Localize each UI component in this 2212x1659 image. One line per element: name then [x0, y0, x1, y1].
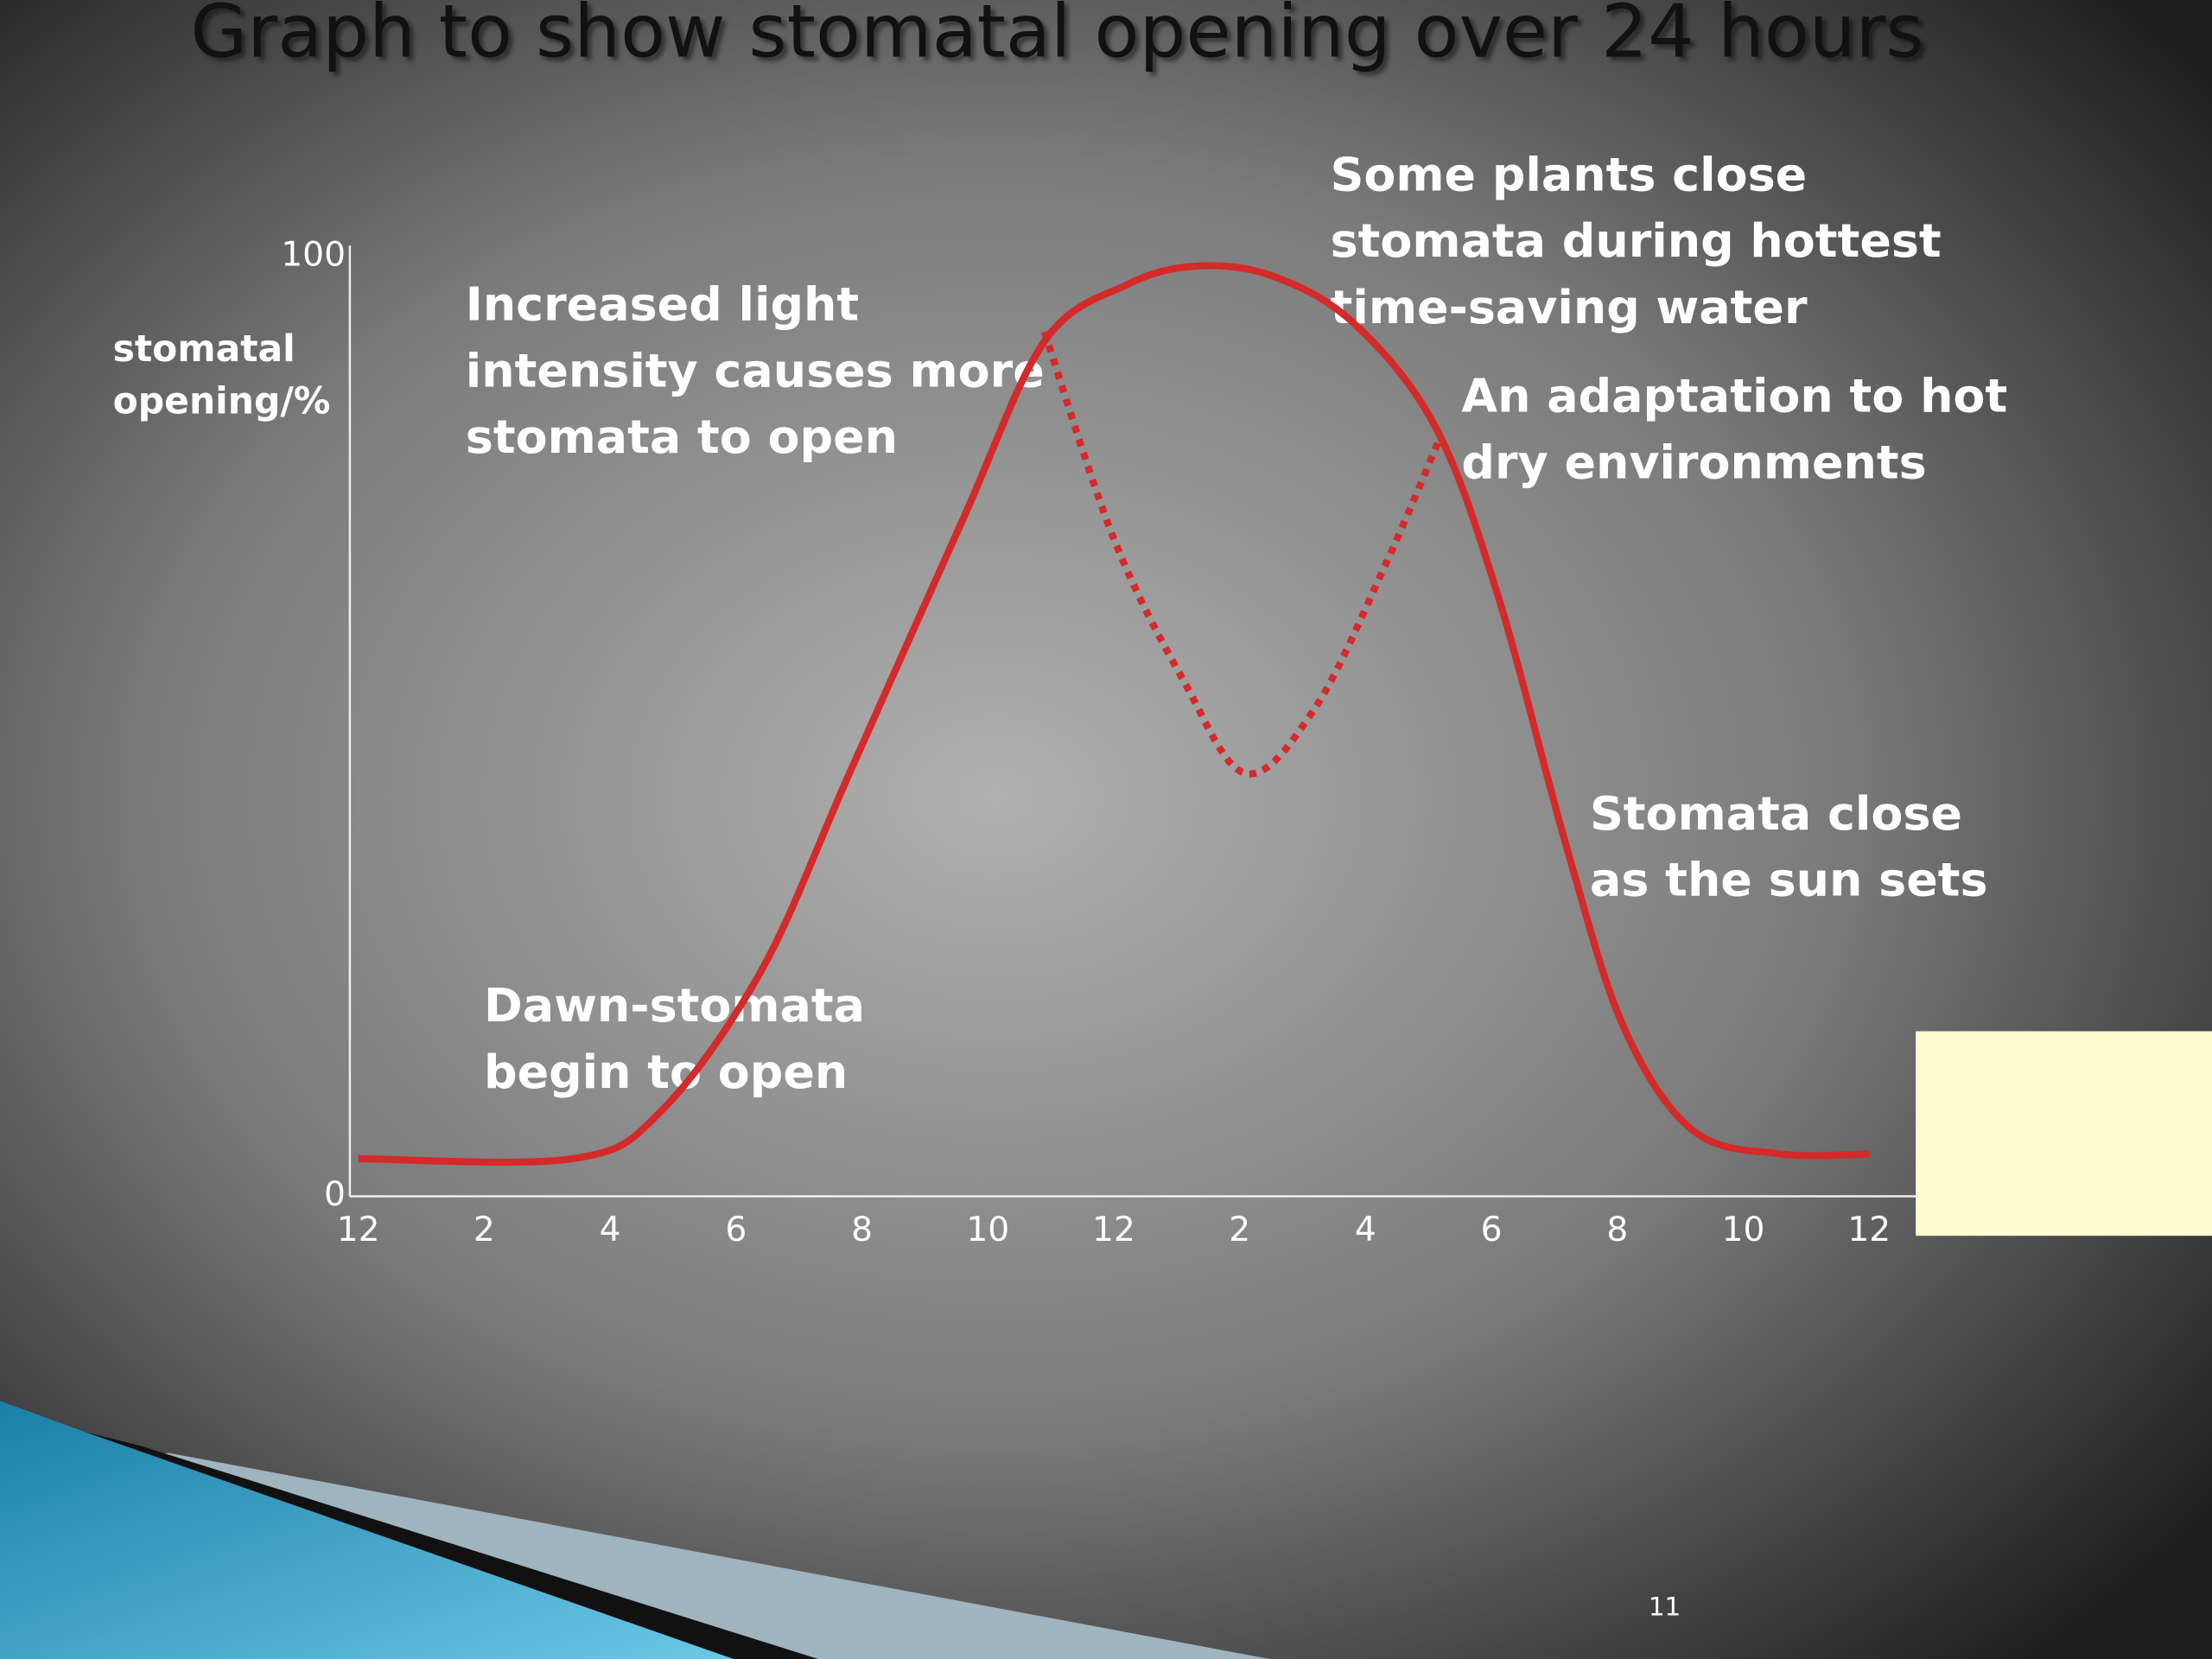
x-tick-label: 6 — [1481, 1211, 1503, 1249]
x-tick-label: 4 — [600, 1211, 621, 1249]
annotation: Some plants close stomata during hottest… — [1330, 146, 1942, 334]
annotation-box: Some plants close stomata during hottest… — [1330, 146, 1942, 334]
annotation: Increased light intensity causes more st… — [465, 276, 1045, 465]
chart-title: Graph to show stomatal opening over 24 h… — [190, 0, 1924, 75]
y-tick-label: 0 — [324, 1175, 346, 1214]
annotation-box: Dawn-stomata begin to open — [484, 977, 866, 1099]
x-tick-label: 10 — [1722, 1211, 1765, 1249]
x-tick-label: 8 — [851, 1211, 873, 1249]
y-axis-label: stomatal opening/% — [112, 328, 331, 423]
page-number: 11 — [1649, 1592, 1681, 1622]
data-line — [1040, 330, 1445, 778]
x-tick-label: 2 — [474, 1211, 495, 1249]
x-tick-label: 12 — [1847, 1211, 1891, 1249]
x-tick-label: 10 — [966, 1211, 1009, 1249]
x-tick-label: 4 — [1355, 1211, 1376, 1249]
x-tick-label: 6 — [725, 1211, 747, 1249]
x-tick-label: 2 — [1229, 1211, 1250, 1249]
y-label-box: stomatal opening/% — [112, 328, 331, 423]
x-tick-label: 12 — [1092, 1211, 1135, 1249]
data-line — [358, 262, 1870, 1166]
note-box — [1916, 1031, 2212, 1236]
annotation-box: Stomata close as the sun sets — [1590, 785, 1988, 907]
title-box: Graph to show stomatal opening over 24 h… — [190, 0, 1924, 75]
x-tick-label: 8 — [1606, 1211, 1628, 1249]
annotation: An adaptation to hot dry environments — [1461, 368, 2008, 490]
annotation: Stomata close as the sun sets — [1590, 785, 1988, 907]
annotation-box: Increased light intensity causes more st… — [465, 276, 1045, 465]
y-tick-label: 100 — [281, 236, 346, 275]
x-tick-label: 12 — [337, 1211, 380, 1249]
annotation-box: An adaptation to hot dry environments — [1461, 368, 2008, 490]
swoosh-blue — [0, 1401, 734, 1659]
annotation: Dawn-stomata begin to open — [484, 977, 866, 1099]
